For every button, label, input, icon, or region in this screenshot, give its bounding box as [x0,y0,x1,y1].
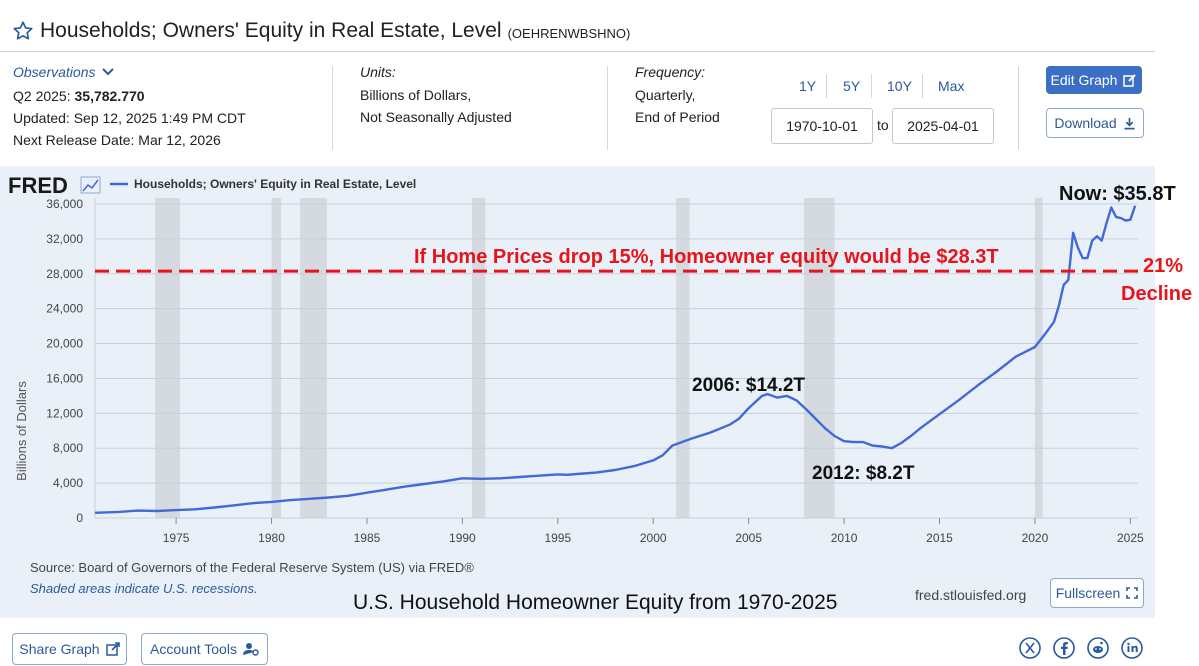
units-line2: Not Seasonally Adjusted [360,109,512,125]
recession-band [271,198,282,518]
annotation-now: Now: $35.8T [1059,183,1176,205]
separator [871,74,872,98]
download-label: Download [1054,115,1117,131]
share-icon [105,642,120,656]
y-tick-label: 16,000 [46,371,83,385]
y-tick-label: 4,000 [53,476,83,490]
star-icon[interactable] [12,20,34,42]
x-tick-label: 1985 [354,531,381,545]
edit-graph-button[interactable]: Edit Graph [1046,66,1142,94]
units-line1: Billions of Dollars, [360,87,472,103]
x-tick-label: 2015 [926,531,953,545]
share-graph-label: Share Graph [19,641,100,657]
series-line[interactable] [94,205,1137,514]
share-graph-button[interactable]: Share Graph [12,633,127,665]
x-tick-label: 2005 [735,531,762,545]
range-max-button[interactable]: Max [938,78,965,94]
separator [607,66,608,150]
separator [332,66,333,150]
recession-band [471,198,486,518]
chart-caption: U.S. Household Homeowner Equity from 197… [353,591,837,614]
y-tick-label: 8,000 [53,441,83,455]
separator [1018,66,1019,150]
frequency-line2: End of Period [635,109,720,125]
recession-band [300,198,327,518]
expand-icon [1126,587,1139,599]
annotation-low-2012: 2012: $8.2T [812,463,915,484]
next-release-link[interactable]: Next Release Date: Mar 12, 2026 [13,132,221,148]
download-icon [1124,117,1135,129]
fullscreen-label: Fullscreen [1055,585,1121,601]
fred-site-link[interactable]: fred.stlouisfed.org [915,587,1026,603]
y-tick-label: 28,000 [46,267,83,281]
x-tick-label: 2025 [1117,531,1144,545]
reddit-icon[interactable] [1087,637,1109,659]
separator [922,74,923,98]
legend-label: Households; Owners' Equity in Real Estat… [134,177,416,191]
y-tick-label: 0 [76,511,83,525]
recession-note: Shaded areas indicate U.S. recessions. [30,581,258,596]
start-date-input[interactable]: 1970-10-01 [771,108,873,144]
series-id: (OEHRENWBSHNO) [507,25,631,41]
separator [826,74,827,98]
y-tick-label: 20,000 [46,337,83,351]
annotation-decline-percent: 21% [1143,255,1183,277]
units-label: Units: [360,64,396,80]
observation-value: 35,782.770 [74,88,145,104]
x-tick-label: 1990 [449,531,476,545]
annotation-drop: If Home Prices drop 15%, Homeowner equit… [414,246,999,268]
updated-text: Updated: Sep 12, 2025 1:49 PM CDT [13,110,246,126]
fred-logo: FRED [8,173,68,198]
trend-icon [80,176,101,194]
linkedin-icon[interactable] [1121,637,1143,659]
facebook-icon[interactable] [1053,637,1075,659]
y-tick-label: 12,000 [46,406,83,420]
range-1y-button[interactable]: 1Y [799,78,817,94]
latest-observation: Q2 2025: 35,782.770 [13,88,145,104]
x-social-icon[interactable] [1019,637,1041,659]
edit-graph-label: Edit Graph [1050,72,1118,88]
frequency-label: Frequency: [635,64,706,80]
chevron-down-icon [102,68,115,76]
observations-label: Observations [13,64,96,80]
recession-band [155,198,180,518]
account-tools-button[interactable]: Account Tools [141,633,268,665]
range-5y-button[interactable]: 5Y [843,78,861,94]
series-title: Households; Owners' Equity in Real Estat… [40,19,502,42]
annotation-decline-word: Decline [1121,283,1192,305]
x-tick-label: 2000 [640,531,667,545]
edit-icon [1123,74,1137,87]
range-10y-button[interactable]: 10Y [887,78,912,94]
x-tick-label: 1995 [544,531,571,545]
annotation-peak-2006: 2006: $14.2T [692,375,805,396]
x-tick-label: 2010 [831,531,858,545]
y-tick-label: 32,000 [46,232,83,246]
recession-band [676,198,690,518]
date-range-to: to [877,117,889,133]
frequency-line1: Quarterly, [635,87,696,103]
divider [0,51,1155,52]
source-text: Source: Board of Governors of the Federa… [30,560,474,575]
x-tick-label: 1975 [163,531,190,545]
end-date-input[interactable]: 2025-04-01 [892,108,994,144]
recession-band [804,198,835,518]
chart-panel [0,166,1155,618]
x-tick-label: 1980 [258,531,285,545]
download-button[interactable]: Download [1046,108,1144,138]
y-tick-label: 24,000 [46,302,83,316]
user-gear-icon [242,643,259,656]
y-axis-label: Billions of Dollars [14,381,29,481]
recession-band [1034,198,1043,518]
account-tools-label: Account Tools [150,641,237,657]
fullscreen-button[interactable]: Fullscreen [1050,578,1144,608]
chart-svg: 0 4,000 8,000 12,000 16,000 20,000 24,000 28,00… [8,173,1192,614]
x-tick-label: 2020 [1022,531,1049,545]
observations-toggle[interactable]: Observations [13,64,115,80]
y-tick-label: 36,000 [46,197,83,211]
observation-period: Q2 2025: [13,88,71,104]
title-row: Households; Owners' Equity in Real Estat… [12,14,630,48]
